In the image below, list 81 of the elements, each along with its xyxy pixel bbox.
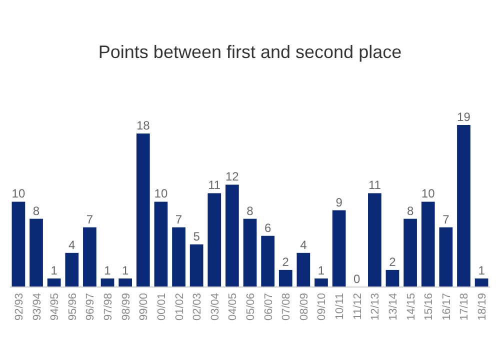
x-tick-label: 13/14	[387, 293, 400, 321]
data-label: 7	[175, 212, 182, 226]
x-tick-label: 95/96	[66, 293, 79, 321]
bar	[208, 193, 222, 287]
data-label: 5	[193, 229, 200, 244]
x-tick-label: 04/05	[227, 293, 240, 321]
data-label: 11	[208, 178, 221, 192]
x-tick-label: 06/07	[262, 293, 275, 321]
x-tick-label: 18/19	[476, 293, 489, 321]
bar	[47, 278, 61, 287]
bar	[190, 244, 204, 287]
x-tick-label: 98/99	[120, 293, 132, 321]
bar	[30, 218, 43, 287]
bar	[136, 134, 150, 287]
bar	[439, 227, 453, 287]
bar	[332, 210, 346, 287]
bar	[421, 202, 435, 287]
bar	[386, 270, 400, 287]
data-label: 8	[32, 204, 40, 218]
x-tick-label: 09/10	[316, 293, 328, 321]
x-tick-label: 94/95	[49, 293, 62, 321]
bar	[457, 125, 470, 287]
data-label: 10	[421, 186, 436, 201]
bar	[226, 184, 239, 287]
data-label: 2	[282, 254, 290, 269]
data-label: 19	[457, 110, 471, 124]
bar	[12, 202, 26, 287]
x-tick-label: 10/11	[334, 293, 346, 320]
data-label: 7	[86, 212, 94, 226]
bar	[83, 227, 96, 287]
bar	[154, 202, 168, 287]
bar	[404, 218, 417, 287]
bar	[261, 236, 274, 287]
x-tick-label: 08/09	[298, 293, 310, 321]
x-tick-label: 16/17	[440, 293, 453, 321]
bar	[278, 270, 292, 287]
data-label: 11	[368, 178, 382, 192]
data-label: 8	[246, 204, 254, 218]
data-label: 10	[154, 186, 168, 201]
data-label: 18	[136, 118, 150, 133]
data-label: 2	[389, 254, 396, 269]
bar	[368, 193, 382, 287]
data-label: 7	[442, 212, 450, 226]
data-label: 1	[318, 263, 325, 278]
data-label: 0	[354, 272, 361, 286]
x-tick-label: 05/06	[245, 293, 257, 321]
data-label: 1	[50, 263, 58, 278]
x-tick-label: 15/16	[423, 293, 436, 321]
bar	[314, 278, 328, 287]
chart-title: Points between first and second place	[98, 42, 402, 62]
x-tick-label: 17/18	[458, 293, 471, 321]
x-tick-label: 97/98	[102, 293, 115, 321]
x-tick-label: 92/93	[13, 293, 26, 321]
x-tick-label: 99/00	[138, 293, 150, 321]
bar	[474, 278, 488, 287]
bar	[243, 218, 257, 287]
x-tick-label: 03/04	[209, 293, 222, 321]
data-label: 8	[406, 204, 414, 218]
data-label: 9	[336, 195, 343, 210]
x-tick-label: 93/94	[31, 293, 44, 321]
x-tick-label: 01/02	[174, 293, 186, 321]
x-tick-label: 12/13	[370, 293, 382, 321]
bar	[100, 278, 114, 287]
data-label: 4	[300, 238, 308, 252]
x-tick-label: 02/03	[192, 293, 204, 321]
bar	[65, 252, 79, 287]
data-label: 4	[68, 238, 76, 252]
data-label: 1	[478, 263, 486, 278]
data-label: 10	[12, 186, 26, 201]
bar	[118, 278, 132, 287]
data-label: 6	[264, 220, 272, 235]
x-tick-label: 07/08	[280, 293, 293, 321]
data-label: 1	[104, 263, 112, 278]
x-tick-label: 14/15	[405, 293, 418, 321]
bar	[172, 227, 186, 287]
data-label: 1	[122, 263, 129, 278]
x-tick-label: 96/97	[84, 293, 97, 321]
x-tick-label: 11/12	[352, 293, 364, 320]
x-tick-label: 00/01	[156, 293, 168, 321]
bar	[296, 252, 310, 287]
data-label: 12	[226, 170, 240, 184]
